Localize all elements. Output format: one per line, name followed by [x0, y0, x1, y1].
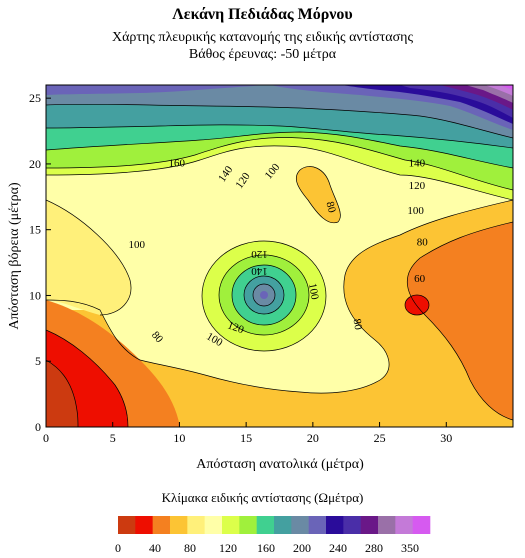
x-axis-title: Απόσταση ανατολικά (μέτρα) [196, 457, 364, 472]
contour-label: 100 [128, 239, 145, 251]
color-scale-swatch [187, 516, 205, 534]
plot-frame [45, 84, 514, 428]
color-scale-swatch [308, 516, 327, 534]
color-scale-swatch [291, 516, 309, 534]
color-scale-swatch [118, 516, 136, 534]
y-tick-label: 15 [29, 223, 41, 237]
color-scale-swatch [343, 516, 361, 534]
color-scale-labels: 0 40 80 120 160 200 240 280 350 [115, 541, 419, 555]
contour-label: 60 [414, 273, 426, 285]
contour-label: 140 [409, 157, 426, 169]
chart-subtitle: Χάρτης πλευρικής κατανομής της ειδικής α… [111, 30, 414, 45]
color-scale-swatch [395, 516, 413, 534]
color-scale-swatch [222, 516, 240, 534]
color-scale-label: 120 [219, 541, 237, 555]
y-tick-label: 25 [29, 91, 41, 105]
band-60 [407, 222, 513, 420]
band-80 [46, 200, 513, 427]
contour-label: 100 [306, 282, 321, 301]
x-tick-label: 15 [240, 431, 252, 445]
x-tick-label: 25 [374, 431, 386, 445]
contour-label: 80 [323, 200, 338, 214]
band-40-east [405, 295, 429, 315]
contour-label: 120 [409, 180, 426, 192]
color-scale-swatch [412, 516, 431, 534]
contour-label: 80 [350, 318, 364, 331]
color-scale-label: 160 [257, 541, 275, 555]
contour-label: 120 [226, 319, 246, 336]
contour-label: 100 [407, 205, 424, 217]
y-axis: 0 5 10 15 20 25 [29, 91, 51, 434]
contour-lines [46, 103, 513, 427]
y-tick-label: 10 [29, 288, 41, 302]
anomaly-220 [260, 291, 268, 299]
color-scale-swatch [326, 516, 344, 534]
closed-low-80 [296, 166, 341, 223]
x-axis: 0 5 10 15 20 25 30 [43, 422, 452, 445]
y-tick-label: 20 [29, 157, 41, 171]
color-scale-label: 40 [149, 541, 161, 555]
band-350 [500, 85, 513, 90]
color-scale-label: 280 [365, 541, 383, 555]
y-tick-label: 5 [35, 354, 41, 368]
y-axis-title: Απόσταση βόρεια (μέτρα) [7, 182, 22, 330]
color-scale-swatch [135, 516, 153, 534]
color-scale [118, 516, 431, 534]
contour-label: 160 [169, 157, 186, 169]
color-scale-swatch [152, 516, 171, 534]
x-tick-label: 0 [43, 431, 49, 445]
color-scale-title: Κλίμακα ειδικής αντίστασης (Ωμέτρα) [161, 490, 364, 505]
chart-title: Λεκάνη Πεδιάδας Μόρνου [172, 6, 353, 23]
color-scale-swatch [360, 516, 379, 534]
color-scale-swatch [378, 516, 396, 534]
contour-label: 120 [251, 248, 268, 260]
x-tick-label: 5 [110, 431, 116, 445]
band-90-west [46, 200, 131, 315]
band-220-left [46, 85, 270, 95]
color-scale-label: 240 [329, 541, 347, 555]
color-scale-label: 80 [184, 541, 196, 555]
color-scale-label: 0 [115, 541, 121, 555]
x-tick-label: 20 [307, 431, 319, 445]
contour-label: 80 [417, 236, 429, 248]
contour-label: 140 [251, 265, 268, 277]
x-tick-label: 10 [173, 431, 185, 445]
color-scale-swatch [170, 516, 188, 534]
color-scale-swatch [274, 516, 292, 534]
color-scale-label: 350 [401, 541, 419, 555]
x-tick-label: 30 [440, 431, 452, 445]
color-scale-label: 200 [293, 541, 311, 555]
color-scale-swatch [239, 516, 257, 534]
color-scale-swatch [256, 516, 275, 534]
band-20-west [46, 360, 78, 427]
chart-subtitle-depth: Βάθος έρευνας: -50 μέτρα [188, 47, 337, 62]
y-tick-label: 0 [35, 420, 41, 434]
color-scale-swatch [204, 516, 223, 534]
band-320 [485, 85, 513, 96]
